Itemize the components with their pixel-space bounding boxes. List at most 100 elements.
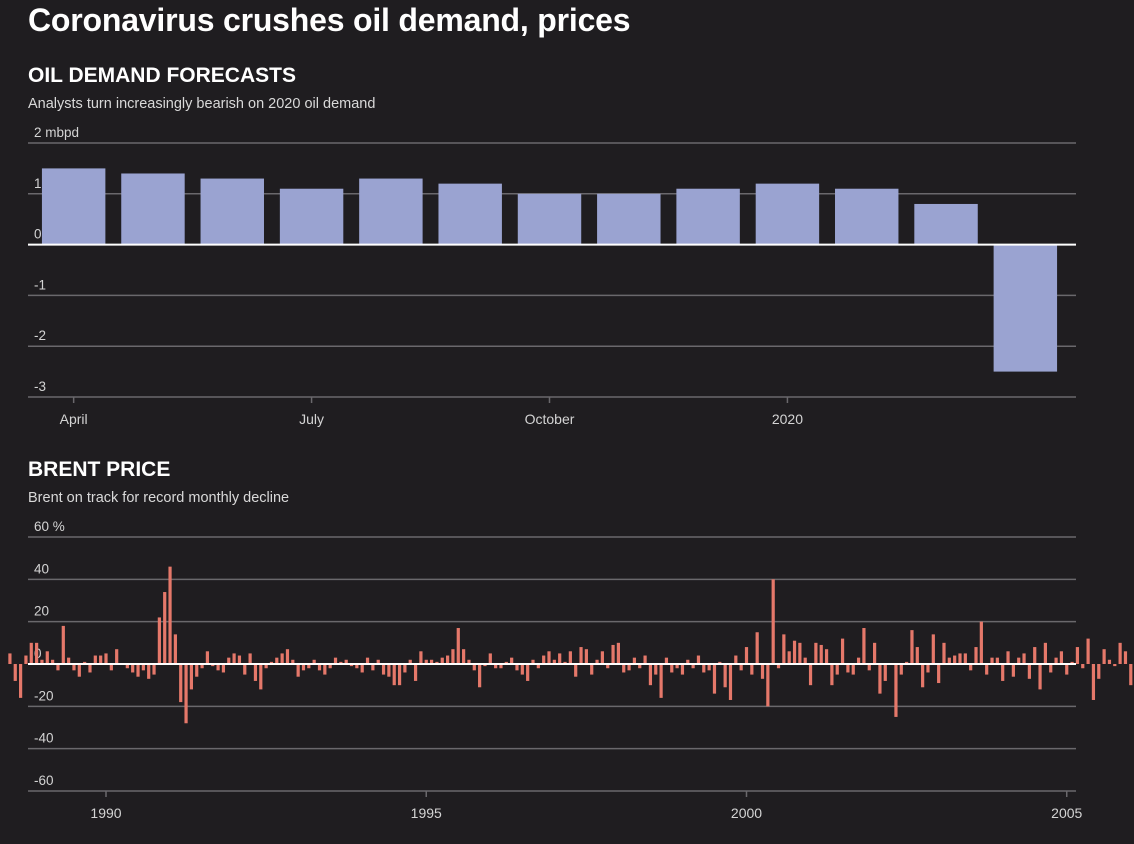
brent-y-tick-label: -40 bbox=[34, 731, 54, 746]
brent-bar bbox=[1107, 659, 1112, 664]
brent-x-tick-label: 1995 bbox=[411, 805, 442, 821]
brent-bar bbox=[56, 664, 60, 671]
brent-bar bbox=[429, 659, 434, 664]
brent-bar bbox=[792, 640, 797, 664]
brent-bar bbox=[782, 634, 786, 664]
brent-bar bbox=[99, 655, 103, 664]
brent-bar bbox=[814, 642, 818, 664]
brent-bar bbox=[664, 657, 669, 664]
brent-bar bbox=[494, 664, 498, 669]
brent-bar bbox=[894, 664, 898, 717]
brent-bar bbox=[867, 664, 871, 671]
brent-bar bbox=[307, 664, 311, 669]
brent-bar bbox=[216, 664, 220, 671]
brent-bar bbox=[104, 653, 108, 664]
brent-bar bbox=[611, 644, 615, 664]
brent-bar bbox=[344, 659, 348, 664]
brent-bar bbox=[451, 649, 455, 664]
brent-bar bbox=[659, 664, 663, 698]
brent-bar bbox=[830, 664, 834, 686]
brent-bar bbox=[296, 664, 300, 677]
brent-bar bbox=[413, 664, 418, 681]
brent-bar bbox=[526, 664, 530, 681]
brent-y-tick-label: 40 bbox=[34, 561, 49, 576]
brent-bar bbox=[931, 634, 935, 664]
brent-bar bbox=[499, 664, 503, 669]
brent-bar bbox=[547, 651, 551, 664]
brent-bar bbox=[995, 657, 999, 664]
brent-bar bbox=[312, 659, 316, 664]
brent-bar bbox=[163, 592, 167, 664]
brent-bar bbox=[472, 664, 476, 671]
brent-bar bbox=[840, 638, 845, 664]
brent-bar bbox=[269, 661, 274, 664]
brent-bar bbox=[750, 664, 754, 675]
brent-bar bbox=[990, 657, 994, 664]
brent-bar bbox=[237, 655, 242, 664]
brent-bar bbox=[184, 664, 188, 724]
demand-bar: 2019-10 bbox=[597, 193, 661, 245]
brent-bar bbox=[1033, 647, 1037, 664]
brent-bar bbox=[824, 649, 829, 664]
brent-bar bbox=[905, 661, 909, 664]
brent-bar bbox=[899, 664, 903, 675]
brent-bar bbox=[1086, 638, 1090, 664]
brent-x-tick-label: 1990 bbox=[90, 805, 121, 821]
brent-bar bbox=[440, 657, 444, 664]
brent-bar bbox=[152, 664, 156, 675]
brent-bar bbox=[109, 664, 113, 671]
brent-bar bbox=[558, 653, 562, 664]
brent-bar bbox=[974, 647, 978, 664]
brent-bar bbox=[419, 651, 423, 664]
brent-bar bbox=[846, 664, 850, 673]
brent-bar bbox=[1038, 664, 1042, 690]
brent-bar bbox=[670, 664, 674, 673]
brent-bar bbox=[323, 664, 327, 675]
brent-bar bbox=[173, 634, 177, 664]
brent-bar bbox=[707, 664, 711, 671]
brent-bar bbox=[392, 664, 396, 686]
brent-bar bbox=[13, 664, 17, 681]
demand-bar: 2019-09 bbox=[517, 193, 582, 245]
brent-bar bbox=[88, 664, 92, 673]
brent-bar bbox=[622, 664, 626, 673]
brent-bar bbox=[456, 628, 460, 664]
brent-bar bbox=[1102, 649, 1106, 664]
brent-bar bbox=[723, 664, 727, 688]
brent-bar bbox=[24, 655, 28, 664]
brent-bar bbox=[403, 664, 407, 673]
demand-y-tick-label: -1 bbox=[34, 277, 46, 292]
brent-bar bbox=[776, 664, 781, 669]
demand-y-tick-label: 0 bbox=[34, 227, 42, 242]
brent-bar bbox=[510, 657, 514, 664]
brent-bar bbox=[958, 653, 962, 664]
brent-y-tick-label: -60 bbox=[34, 773, 54, 788]
brent-bar bbox=[542, 655, 546, 664]
brent-bar bbox=[1070, 661, 1074, 664]
brent-bar bbox=[248, 653, 252, 664]
brent-bar bbox=[883, 664, 887, 681]
brent-bar bbox=[179, 664, 183, 703]
brent-bar bbox=[189, 664, 194, 690]
brent-bar bbox=[51, 659, 55, 664]
brent-bar bbox=[600, 651, 604, 664]
demand-y-tick-label: -3 bbox=[34, 379, 46, 394]
brent-bar bbox=[851, 664, 855, 675]
brent-bar bbox=[520, 664, 524, 675]
brent-bar bbox=[728, 664, 733, 700]
brent-bar bbox=[1006, 651, 1010, 664]
brent-bar bbox=[462, 649, 466, 664]
brent-bar bbox=[942, 642, 946, 664]
brent-bar bbox=[574, 664, 578, 677]
brent-bar bbox=[808, 664, 813, 686]
brent-bar bbox=[787, 651, 791, 664]
brent-bar bbox=[568, 651, 572, 664]
brent-bar bbox=[8, 653, 12, 664]
brent-bar bbox=[285, 649, 290, 664]
brent-bar bbox=[915, 647, 919, 664]
demand-bar: 2019-03 bbox=[41, 168, 106, 245]
brent-bar bbox=[40, 659, 44, 664]
brent-chart-title: BRENT PRICE bbox=[28, 458, 171, 481]
brent-bar bbox=[504, 661, 508, 664]
demand-x-tick-label: April bbox=[60, 411, 88, 427]
